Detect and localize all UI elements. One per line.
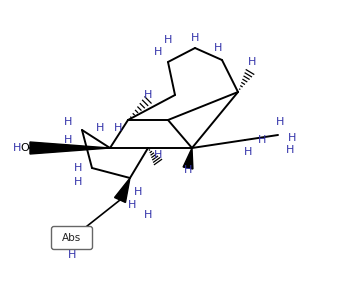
Text: H: H xyxy=(114,123,122,133)
Text: H: H xyxy=(74,177,82,187)
Text: H: H xyxy=(286,145,294,155)
Text: H: H xyxy=(191,33,199,43)
Text: O: O xyxy=(20,143,29,153)
Text: Abs: Abs xyxy=(62,233,81,243)
Text: H: H xyxy=(258,135,266,145)
Polygon shape xyxy=(30,142,110,154)
Polygon shape xyxy=(183,148,193,169)
Text: H: H xyxy=(64,135,72,145)
Text: H: H xyxy=(288,133,296,143)
Text: H: H xyxy=(144,90,152,100)
Text: H: H xyxy=(154,150,162,160)
Text: H: H xyxy=(184,165,192,175)
Text: H: H xyxy=(128,200,136,210)
Text: H: H xyxy=(164,35,172,45)
Polygon shape xyxy=(115,178,130,202)
Text: H: H xyxy=(154,47,162,57)
FancyBboxPatch shape xyxy=(51,226,92,249)
Text: H: H xyxy=(214,43,222,53)
Text: H: H xyxy=(74,163,82,173)
Text: H: H xyxy=(248,57,256,67)
Text: H: H xyxy=(244,147,252,157)
Text: H: H xyxy=(276,117,284,127)
Text: H: H xyxy=(96,123,104,133)
Text: H: H xyxy=(134,187,142,197)
Text: H: H xyxy=(68,250,76,260)
Text: H: H xyxy=(144,210,152,220)
Text: H: H xyxy=(64,117,72,127)
Text: H: H xyxy=(13,143,21,153)
